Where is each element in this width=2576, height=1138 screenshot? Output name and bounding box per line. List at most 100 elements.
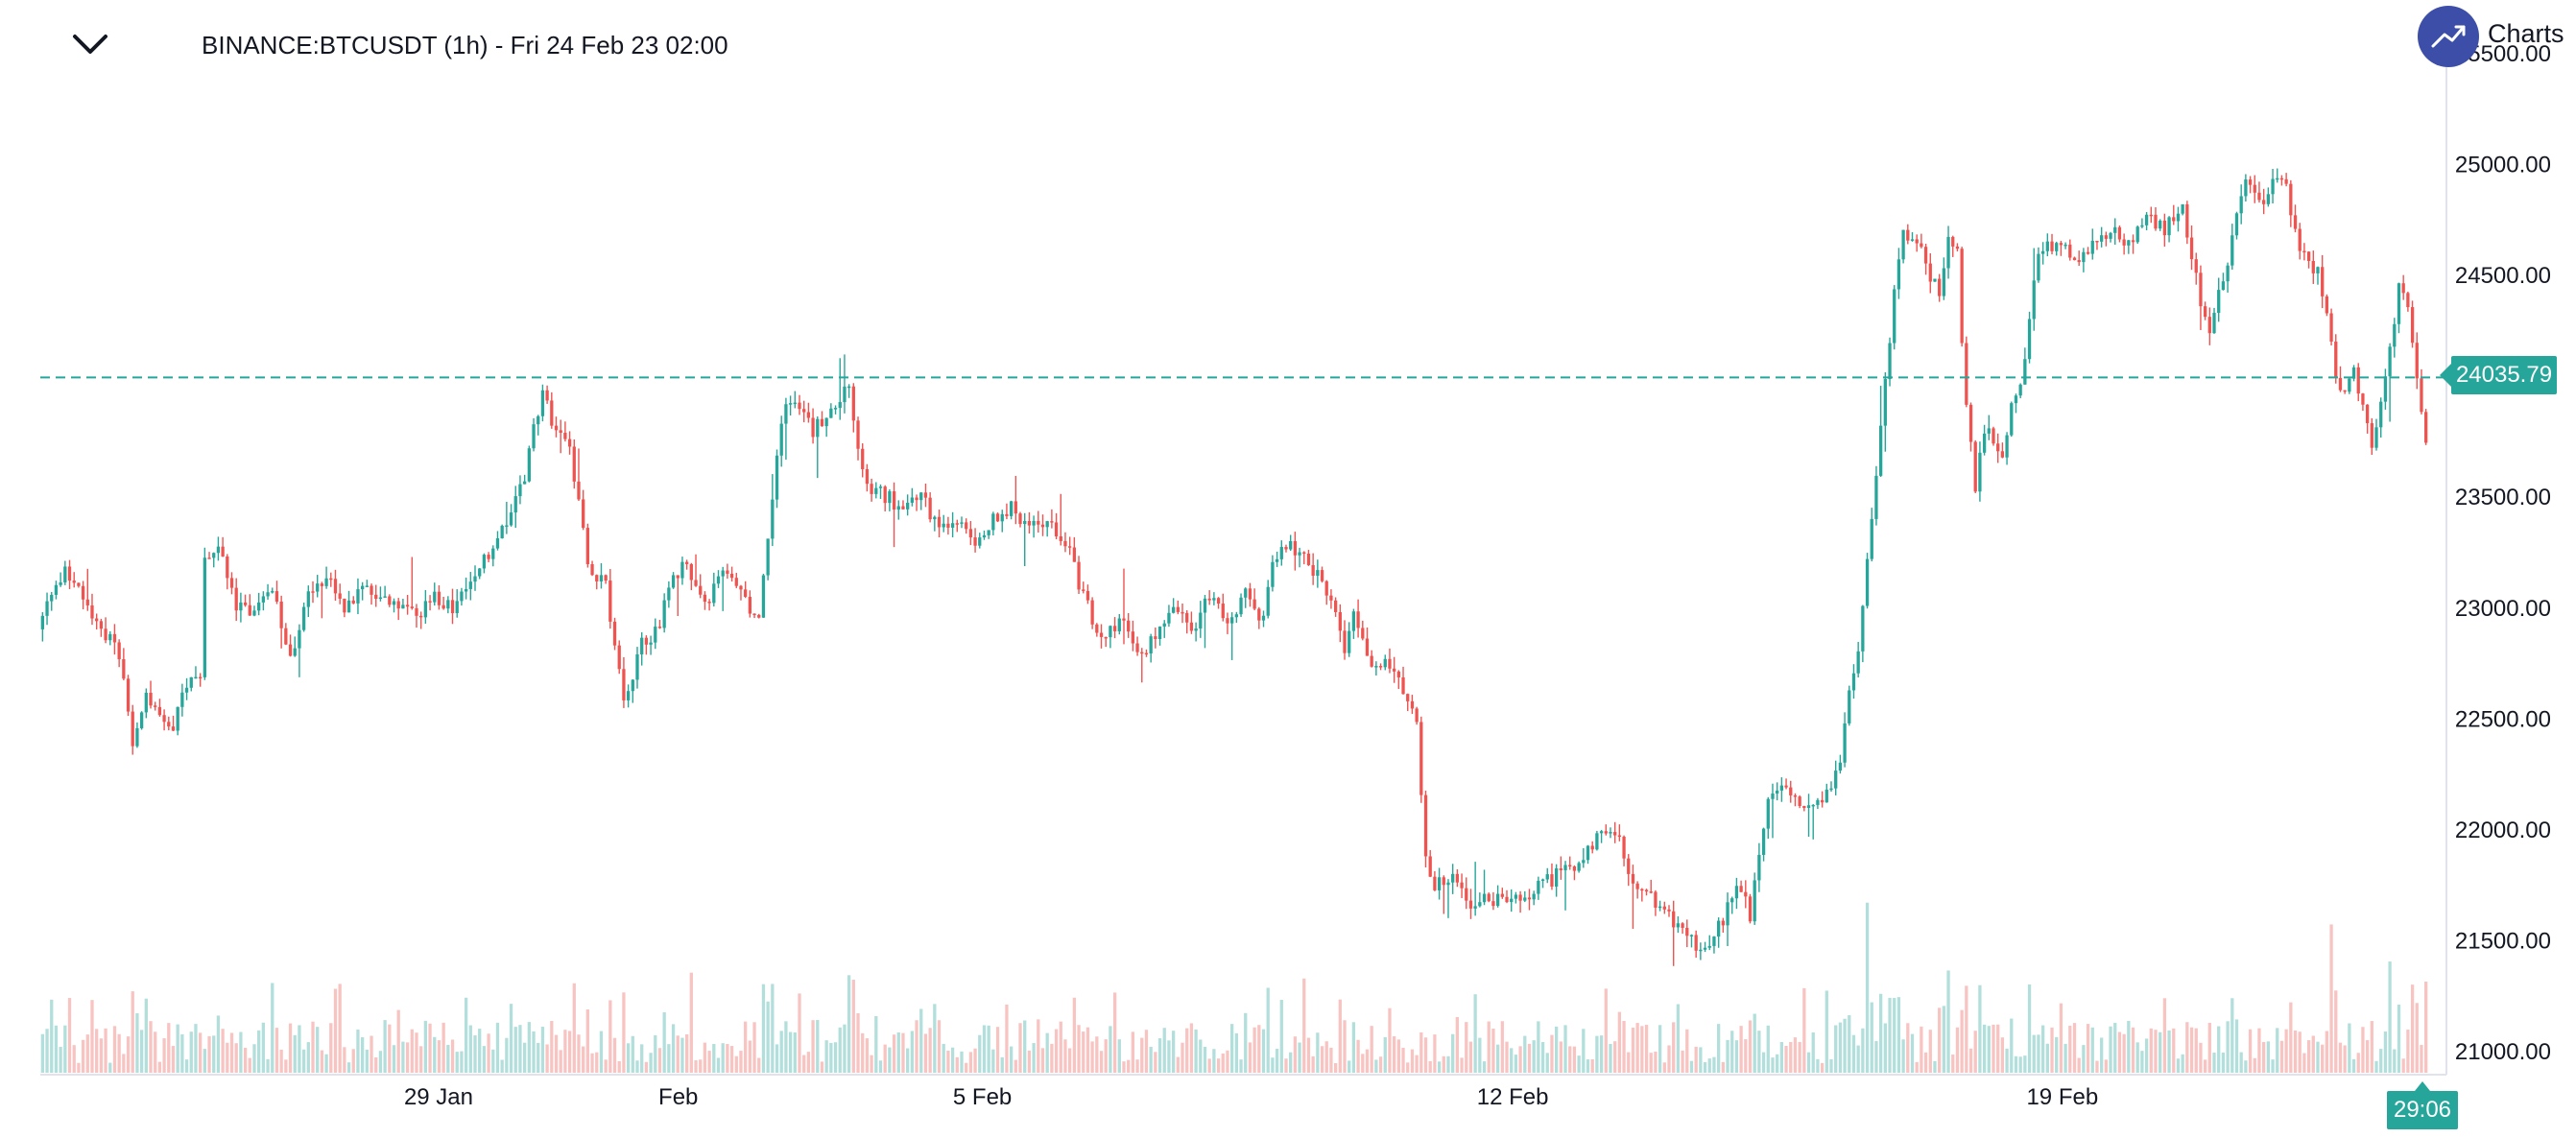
volume-bar: [2284, 1029, 2288, 1073]
volume-bar: [838, 1027, 842, 1073]
candle-body: [112, 633, 117, 643]
volume-bar: [464, 997, 468, 1073]
candle-body: [933, 516, 937, 520]
volume-bar: [712, 1044, 716, 1073]
symbol-title: BINANCE:BTCUSDT (1h) - Fri 24 Feb 23 02:…: [202, 31, 728, 59]
candle-body: [1149, 636, 1153, 654]
volume-bar: [1302, 978, 1306, 1073]
candle-body: [154, 705, 157, 707]
volume-bar: [81, 1039, 85, 1073]
candle-body: [2253, 184, 2256, 193]
candle-body: [771, 499, 775, 539]
volume-bar: [2144, 1038, 2149, 1073]
candle-body: [1883, 379, 1887, 426]
volume-bar: [1613, 1041, 1617, 1073]
volume-bar: [590, 1053, 594, 1073]
volume-bar: [1482, 1061, 1487, 1073]
candle-body: [906, 502, 910, 510]
volume-bar: [2086, 1024, 2090, 1073]
volume-bar: [1510, 1048, 1514, 1073]
candle-body: [1181, 611, 1184, 614]
candle-body: [1316, 570, 1320, 576]
volume-bar: [861, 1032, 865, 1073]
candle-body: [1527, 897, 1532, 900]
volume-bar: [820, 1061, 824, 1073]
volume-bar: [2181, 1054, 2184, 1073]
volume-bar: [2117, 1031, 2122, 1073]
collapse-button[interactable]: [67, 27, 113, 65]
volume-bar: [301, 1049, 306, 1073]
volume-bar: [644, 1061, 649, 1073]
volume-bar: [1244, 1012, 1248, 1073]
candle-body: [316, 583, 320, 592]
candle-body: [761, 575, 766, 618]
candle-body: [1491, 901, 1495, 907]
candle-body: [1843, 723, 1847, 763]
candle-body: [2329, 313, 2333, 343]
candle-body: [365, 585, 369, 587]
candle-body: [1609, 832, 1612, 834]
volume-bar: [1005, 1004, 1009, 1073]
volume-bar: [2306, 1040, 2311, 1073]
volume-bar: [1194, 1029, 1198, 1073]
volume-bar: [567, 1031, 572, 1073]
candle-body: [1500, 893, 1504, 897]
candle-body: [2104, 235, 2108, 239]
volume-bar: [1771, 1057, 1775, 1073]
volume-bar: [545, 1044, 549, 1073]
candle-body: [396, 601, 400, 609]
volume-bar: [1712, 1056, 1716, 1073]
volume-bar: [1865, 902, 1870, 1073]
candle-body: [1393, 668, 1396, 672]
candle-body: [923, 492, 928, 498]
candle-body: [370, 585, 373, 595]
candle-body: [320, 583, 324, 586]
candle-body: [987, 530, 990, 535]
candle-body: [2244, 179, 2248, 197]
volume-bar: [910, 1031, 914, 1073]
candle-body: [257, 602, 261, 611]
volume-bar: [1685, 1029, 1689, 1073]
volume-bar: [748, 1040, 752, 1073]
volume-bar: [1275, 1048, 1279, 1073]
volume-bar: [2420, 1044, 2423, 1073]
candle-body: [617, 645, 621, 670]
volume-bar: [1622, 1021, 1626, 1073]
volume-bar: [680, 1037, 684, 1073]
candle-body: [1027, 520, 1032, 526]
y-tick-label: 23000.00: [2455, 596, 2551, 622]
volume-bar: [1681, 1050, 1684, 1073]
volume-bar: [1343, 1020, 1347, 1073]
candle-body: [1199, 612, 1203, 629]
volume-bar: [1978, 984, 1982, 1073]
volume-bar: [2010, 1018, 2014, 1073]
volume-bar: [617, 1060, 621, 1073]
candle-body: [1090, 600, 1094, 625]
volume-bar: [1806, 1052, 1811, 1073]
candle-body: [482, 555, 487, 569]
volume-bar: [721, 1043, 725, 1073]
y-tick-label: 22000.00: [2455, 818, 2551, 843]
volume-bar: [212, 1035, 216, 1073]
volume-bar: [1825, 990, 1828, 1073]
candle-body: [1915, 239, 1919, 244]
volume-bar: [1176, 1056, 1180, 1073]
volume-bar: [1289, 1052, 1293, 1073]
volume-bar: [2257, 1028, 2261, 1073]
candle-body: [1239, 597, 1243, 615]
candle-body: [405, 605, 410, 607]
volume-bar: [1050, 1043, 1054, 1073]
candle-body: [874, 487, 878, 494]
volume-bar: [2072, 1023, 2077, 1073]
volume-bar: [2279, 1040, 2284, 1073]
volume-bar: [2217, 1026, 2221, 1073]
volume-bar: [2334, 990, 2338, 1073]
candle-body: [2172, 217, 2176, 222]
volume-bar: [2140, 1051, 2144, 1073]
volume-bar: [1604, 988, 1608, 1073]
tradingview-logo[interactable]: [2418, 6, 2479, 67]
volume-bar: [1766, 1025, 1770, 1073]
candle-body: [1559, 868, 1562, 870]
volume-bar: [135, 1012, 139, 1073]
